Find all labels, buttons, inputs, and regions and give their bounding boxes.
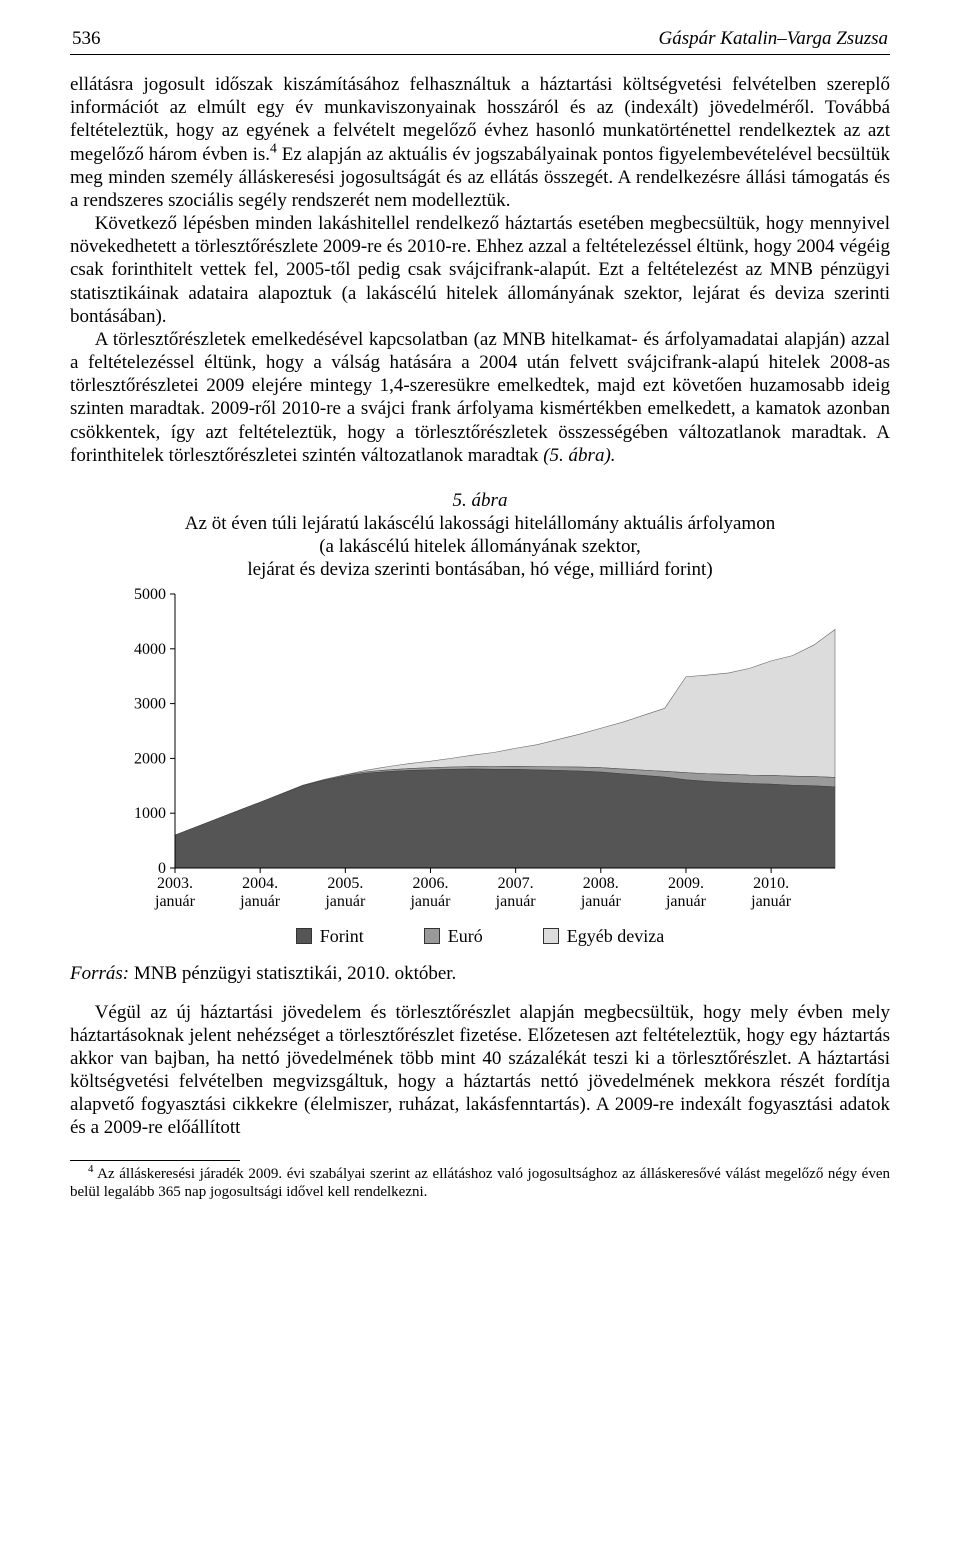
figure-caption: 5. ábra Az öt éven túli lejáratú lakáscé…: [70, 489, 890, 582]
figure-reference: (5. ábra).: [543, 445, 615, 466]
svg-text:január: január: [409, 893, 451, 910]
paragraph-1: ellátásra jogosult időszak kiszámításáho…: [70, 73, 890, 212]
source-label: Forrás:: [70, 963, 129, 984]
page: 536 Gáspár Katalin–Varga Zsuzsa ellátásr…: [0, 0, 960, 1241]
source-text: MNB pénzügyi statisztikái, 2010. október…: [129, 963, 456, 984]
svg-text:január: január: [239, 893, 281, 910]
svg-text:2004.: 2004.: [242, 875, 278, 892]
running-head: 536 Gáspár Katalin–Varga Zsuzsa: [70, 28, 890, 52]
svg-text:2009.: 2009.: [668, 875, 704, 892]
footnote-4: 4 Az álláskeresési járadék 2009. évi sza…: [70, 1165, 890, 1201]
svg-text:január: január: [154, 893, 196, 910]
stacked-area-chart: 0100020003000400050002003.január2004.jan…: [115, 588, 845, 918]
svg-text:5000: 5000: [134, 588, 166, 603]
header-rule: [70, 54, 890, 55]
figure-title-line3: lejárat és deviza szerinti bontásában, h…: [247, 559, 712, 580]
svg-text:2010.: 2010.: [753, 875, 789, 892]
svg-text:4000: 4000: [134, 640, 166, 657]
legend-item-forint: Forint: [296, 926, 364, 947]
svg-text:2006.: 2006.: [412, 875, 448, 892]
svg-text:január: január: [495, 893, 537, 910]
legend-swatch-other: [543, 928, 559, 944]
figure-number: 5. ábra: [453, 490, 508, 511]
running-title: Gáspár Katalin–Varga Zsuzsa: [659, 28, 888, 50]
svg-text:január: január: [324, 893, 366, 910]
svg-text:január: január: [750, 893, 792, 910]
chart-legend: Forint Euró Egyéb deviza: [115, 926, 845, 947]
paragraph-2: Következő lépésben minden lakáshitellel …: [70, 212, 890, 328]
figure-source: Forrás: MNB pénzügyi statisztikái, 2010.…: [70, 963, 890, 985]
legend-item-other: Egyéb deviza: [543, 926, 664, 947]
svg-text:január: január: [580, 893, 622, 910]
figure-title-line2: (a lakáscélú hitelek állományának szekto…: [319, 536, 641, 557]
legend-swatch-forint: [296, 928, 312, 944]
paragraph-4: Végül az új háztartási jövedelem és törl…: [70, 1001, 890, 1140]
p3-text: A törlesztőrészletek emelkedésével kapcs…: [70, 329, 890, 466]
svg-text:2008.: 2008.: [583, 875, 619, 892]
figure-title-line1: Az öt éven túli lejáratú lakáscélú lakos…: [185, 513, 775, 534]
svg-text:2003.: 2003.: [157, 875, 193, 892]
paragraph-3: A törlesztőrészletek emelkedésével kapcs…: [70, 328, 890, 467]
legend-swatch-euro: [424, 928, 440, 944]
svg-text:2005.: 2005.: [327, 875, 363, 892]
legend-label-euro: Euró: [448, 926, 483, 947]
chart-container: 0100020003000400050002003.január2004.jan…: [115, 588, 845, 947]
legend-label-forint: Forint: [320, 926, 364, 947]
footnote-ref-4: 4: [270, 140, 277, 155]
svg-text:3000: 3000: [134, 695, 166, 712]
footnote-text: Az álláskeresési járadék 2009. évi szabá…: [70, 1166, 890, 1200]
svg-text:2007.: 2007.: [498, 875, 534, 892]
svg-text:január: január: [665, 893, 707, 910]
legend-item-euro: Euró: [424, 926, 483, 947]
legend-label-other: Egyéb deviza: [567, 926, 664, 947]
svg-text:2000: 2000: [134, 750, 166, 767]
page-number: 536: [72, 28, 101, 50]
svg-text:1000: 1000: [134, 805, 166, 822]
footnote-rule: [70, 1160, 240, 1161]
